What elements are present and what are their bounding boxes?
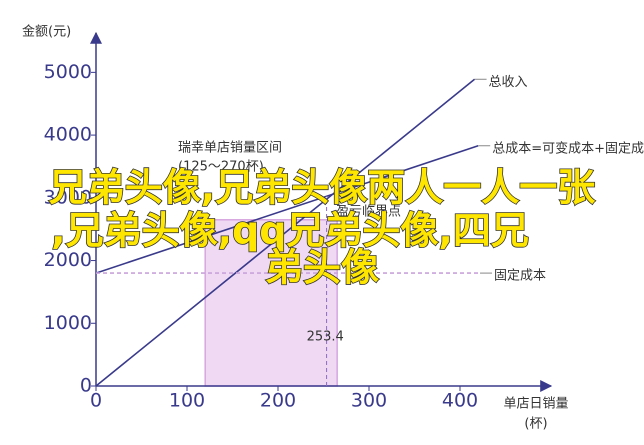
region-label: (125～270杯) xyxy=(178,160,264,175)
x-axis-label: (杯) xyxy=(524,417,547,432)
x-tick-label: 400 xyxy=(442,390,478,412)
sales-region xyxy=(204,219,338,387)
series-label: 固定成本 xyxy=(494,269,546,284)
y-tick-label: 1000 xyxy=(44,312,92,334)
x-tick-label: 0 xyxy=(90,390,102,412)
overlay-text: 弟头像 xyxy=(265,246,379,290)
y-tick-label: 2000 xyxy=(44,249,92,271)
series-line xyxy=(95,144,479,274)
series-line xyxy=(95,78,476,387)
x-tick-label: 100 xyxy=(169,390,205,412)
overlay-text: 兄弟头像,兄弟头像两人一人一张 xyxy=(49,166,595,210)
y-axis-label: 金额(元) xyxy=(22,24,71,40)
y-tick-label: 3000 xyxy=(44,186,92,208)
x-axis-label: 单店日销量 xyxy=(503,397,568,412)
region-label: 瑞幸单店销量区间 xyxy=(178,141,282,156)
y-tick-label: 5000 xyxy=(44,61,92,83)
break-even-value: 253.4 xyxy=(307,330,344,345)
x-tick-label: 300 xyxy=(351,390,387,412)
y-tick-label: 4000 xyxy=(44,124,92,146)
overlay-text: ,兄弟头像,qq兄弟头像,四兄 xyxy=(51,209,529,253)
x-tick-label: 200 xyxy=(260,390,296,412)
break-even-label: 盈亏临界点 xyxy=(336,205,401,220)
series-label: 总收入 xyxy=(489,75,528,90)
y-tick-label: 0 xyxy=(80,375,92,397)
series-label: 总成本=可变成本+固定成本 xyxy=(492,140,644,156)
